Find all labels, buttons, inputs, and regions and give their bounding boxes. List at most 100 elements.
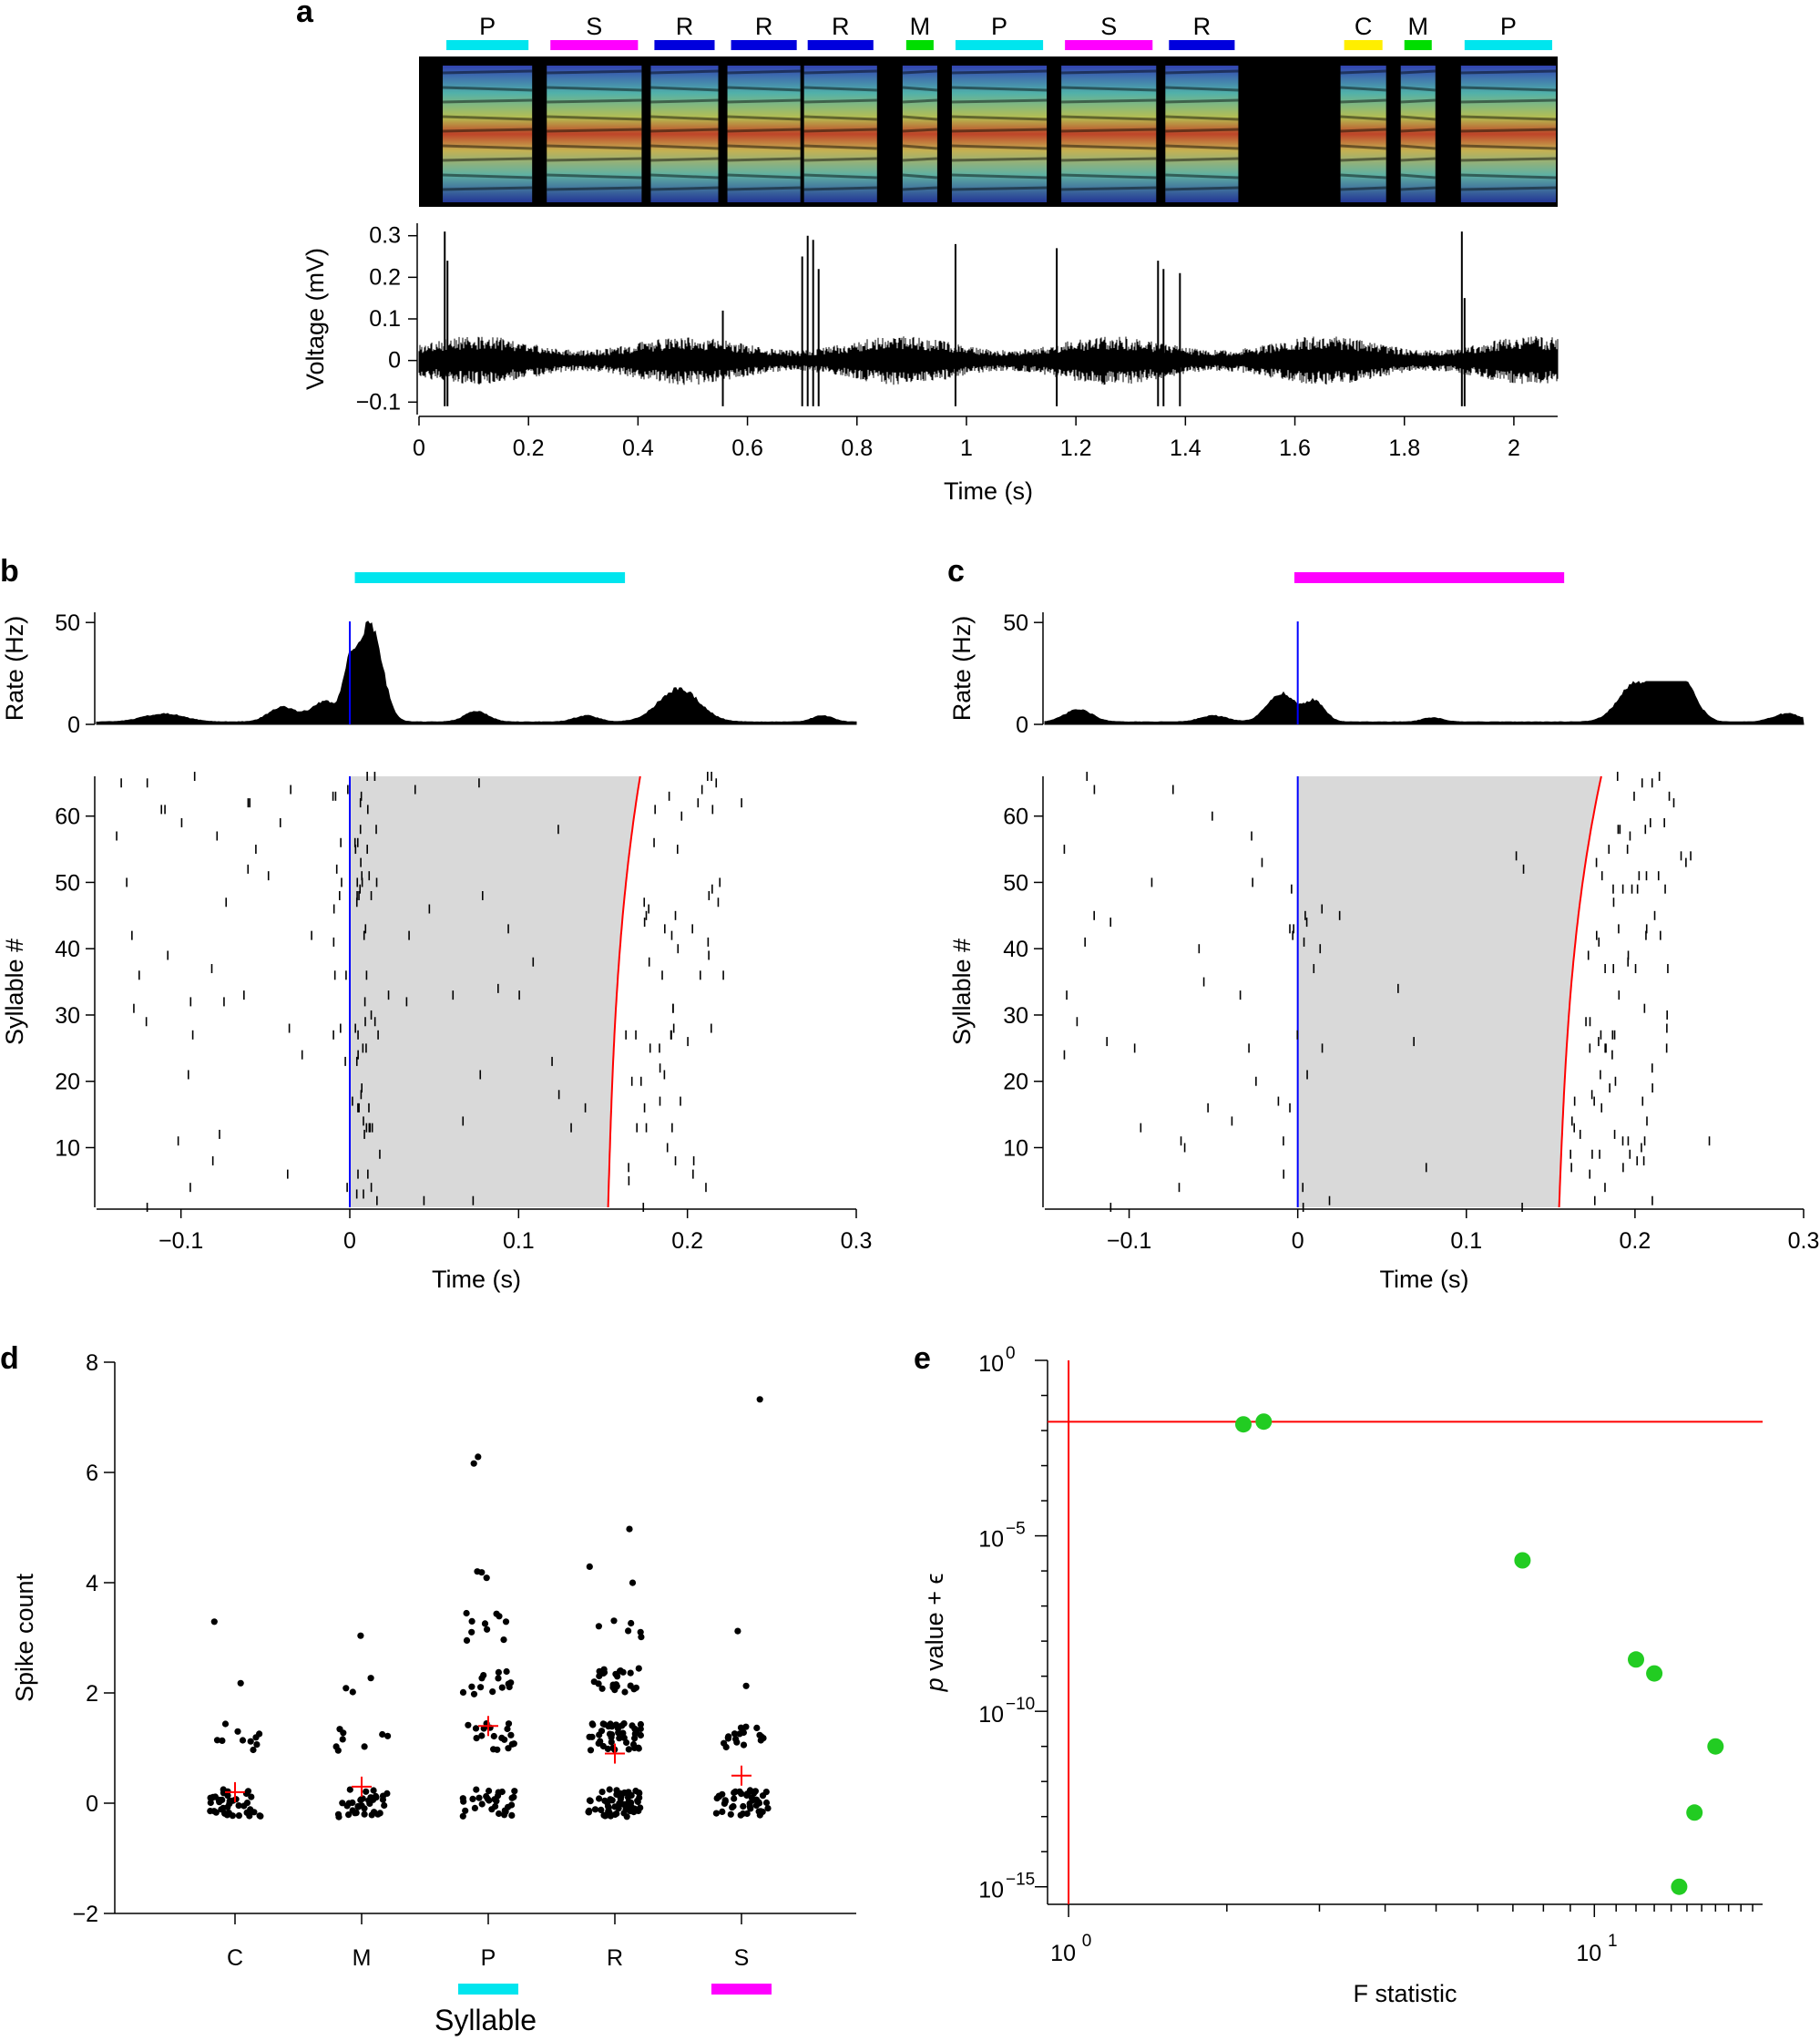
- spike-count-point: [215, 1796, 222, 1803]
- syllable-offset-line: [1558, 775, 1602, 1208]
- spectrogram-harmonic-gap: [951, 173, 1048, 179]
- spectrogram-harmonic-gap: [547, 157, 642, 162]
- spike-count-point: [239, 1737, 247, 1744]
- spike-count-point: [253, 1741, 261, 1749]
- spike-count-point: [631, 1805, 639, 1812]
- spectrogram-harmonic-gap: [650, 69, 719, 75]
- spike-count-point: [740, 1728, 748, 1737]
- spike-count-point: [738, 1790, 745, 1798]
- spectrogram-blob: [1061, 66, 1157, 202]
- spike-count-point: [734, 1627, 741, 1635]
- spike-count-point: [226, 1797, 233, 1805]
- y-tick-label: 10: [978, 1351, 1004, 1377]
- spike-count-point: [713, 1795, 721, 1802]
- raster-spikes: [116, 772, 742, 1212]
- spike-count-point: [343, 1685, 350, 1692]
- spectrogram-harmonic-gap: [902, 186, 937, 191]
- spike-count-point: [361, 1810, 368, 1818]
- syllable-label: R: [832, 13, 850, 40]
- spike-count-point: [225, 1810, 232, 1817]
- y-tick-label: 10: [978, 1702, 1004, 1728]
- spike-count-point: [475, 1453, 482, 1461]
- y-tick-label: 0.1: [369, 306, 401, 332]
- spike-count-point: [637, 1725, 644, 1733]
- spike-count-point: [473, 1786, 480, 1793]
- y-tick-label: 8: [86, 1350, 98, 1376]
- syllable-bar: [654, 40, 715, 50]
- rate-y-axis-label: Rate (Hz): [1, 616, 28, 722]
- spectrogram-harmonic-gap: [902, 144, 938, 150]
- spike-count-point: [381, 1801, 388, 1810]
- spike-count-point: [595, 1739, 602, 1747]
- spike-count-point: [629, 1740, 638, 1749]
- panel-letter-a: a: [296, 0, 314, 29]
- category-label: C: [227, 1945, 243, 1971]
- x-axis-label: Syllable: [435, 2004, 537, 2036]
- spectrogram-harmonic-gap: [1165, 186, 1239, 191]
- spike-count-point: [744, 1790, 752, 1798]
- spectrogram-harmonic-gap: [1400, 128, 1436, 133]
- spike-count-point: [750, 1790, 758, 1797]
- spectrogram-harmonic-gap: [1061, 186, 1157, 191]
- spectrogram-harmonic-gap: [1460, 115, 1557, 121]
- spectrogram-harmonic-gap: [1061, 173, 1157, 179]
- syllable-label: S: [1100, 13, 1117, 40]
- spike-count-point: [608, 1797, 616, 1804]
- x-tick-label: 0.8: [841, 436, 873, 461]
- spike-count-point: [463, 1636, 471, 1644]
- spike-count-point: [740, 1741, 748, 1749]
- spectrogram-harmonic-gap: [547, 186, 642, 191]
- spike-count-point: [210, 1618, 218, 1626]
- raster-y-axis-label: Syllable #: [948, 938, 976, 1045]
- spike-count-point: [596, 1795, 603, 1802]
- spectrogram-harmonic-gap: [902, 98, 937, 104]
- syllable-bar: [955, 40, 1044, 50]
- spectrogram-harmonic-gap: [1165, 173, 1239, 179]
- raster-x-tick-label: 0.3: [1788, 1228, 1820, 1254]
- spike-count-point: [361, 1805, 368, 1812]
- spectrogram-syllable: [727, 66, 801, 202]
- spectrogram-harmonic-gap: [1165, 115, 1239, 121]
- spike-count-point: [257, 1812, 264, 1820]
- x-tick-label: 1.4: [1170, 436, 1201, 461]
- spectrogram-harmonic-gap: [547, 98, 642, 104]
- voltage-trace: [418, 231, 1559, 406]
- spectrogram-harmonic-gap: [1400, 86, 1436, 92]
- raster-x-tick-label: 0: [1292, 1228, 1304, 1254]
- spike-count-point: [757, 1808, 764, 1815]
- spectrogram-harmonic-gap: [727, 69, 801, 75]
- spectrogram-blob: [1340, 66, 1386, 202]
- spike-count-point: [501, 1811, 508, 1819]
- spike-count-point: [207, 1808, 214, 1815]
- spike-count-point: [637, 1731, 645, 1739]
- y-axis-label-p: p: [921, 1677, 948, 1692]
- spike-count-point: [505, 1720, 513, 1728]
- spike-count-point: [626, 1802, 633, 1810]
- spike-count-point: [495, 1668, 503, 1676]
- spike-count-point: [473, 1735, 480, 1742]
- spectrogram-harmonic-gap: [1340, 173, 1386, 179]
- spectrogram-harmonic-gap: [1460, 69, 1557, 75]
- spike-count-point: [488, 1806, 496, 1813]
- x-tick-label: 0.6: [731, 436, 763, 461]
- spectrogram-harmonic-gap: [951, 186, 1048, 191]
- spike-count-point: [343, 1802, 351, 1810]
- spike-count-point: [489, 1688, 496, 1696]
- spectrogram-harmonic-gap: [443, 157, 533, 162]
- spike-count-point: [469, 1795, 476, 1802]
- spike-count-point: [624, 1794, 632, 1801]
- spike-count-point: [234, 1728, 241, 1735]
- spectrogram-harmonic-gap: [951, 157, 1048, 162]
- spike-count-point: [637, 1628, 644, 1636]
- category-label: R: [607, 1945, 623, 1971]
- spike-count-point: [508, 1811, 516, 1819]
- spike-count-point: [491, 1796, 498, 1803]
- spike-count-point: [625, 1627, 632, 1635]
- spike-count-point: [595, 1680, 602, 1687]
- spike-count-point: [495, 1675, 502, 1682]
- spectrogram-blob: [727, 66, 801, 202]
- spectrogram-harmonic-gap: [902, 173, 938, 179]
- raster-y-tick-label: 50: [55, 870, 80, 896]
- spike-count-point: [349, 1688, 356, 1696]
